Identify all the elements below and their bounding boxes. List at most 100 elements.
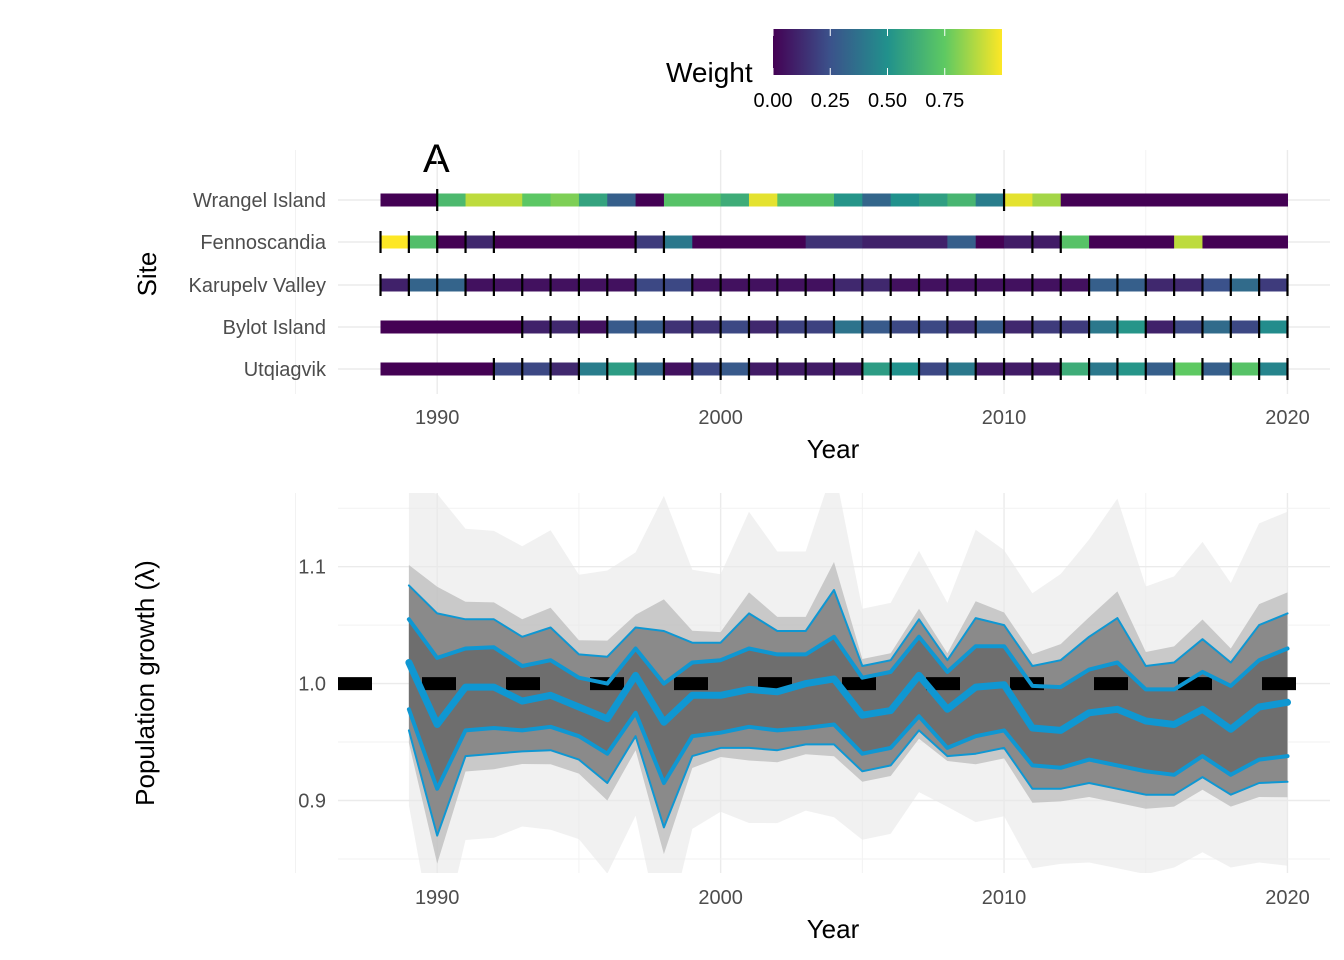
weight-segment	[1089, 362, 1118, 376]
weight-segment	[380, 320, 523, 334]
weight-row	[380, 316, 1289, 338]
series-upper-outer	[407, 584, 1289, 667]
weight-segment	[663, 362, 693, 376]
weight-segment	[975, 193, 1005, 207]
site-label: Wrangel Island	[193, 190, 326, 212]
weight-segment	[607, 362, 637, 376]
weight-segment	[947, 235, 977, 249]
weight-segment	[1117, 320, 1147, 334]
weight-segment	[578, 320, 608, 334]
series-lower-inner	[406, 707, 1290, 791]
site-label: Fennoscandia	[200, 232, 327, 254]
panel-a-grid	[294, 150, 1330, 394]
weight-segment	[947, 193, 977, 207]
weight-segment	[1145, 362, 1175, 376]
weight-segment	[550, 320, 580, 334]
weight-segment	[1032, 193, 1062, 207]
simulation-band	[408, 493, 1288, 873]
series-lower-outer	[407, 729, 1289, 837]
weight-segment	[692, 362, 722, 376]
weight-segment	[1089, 235, 1175, 249]
x-tick-label: 2010	[982, 407, 1027, 429]
weight-segment	[1230, 362, 1260, 376]
y-tick-label: 1.1	[298, 557, 326, 579]
weight-segment	[862, 320, 892, 334]
weight-segment	[919, 362, 948, 376]
legend-ticks: 0.00 0.25 0.50 0.75	[754, 29, 964, 112]
x-tick-label: 1990	[415, 887, 460, 909]
weight-segment	[834, 320, 863, 334]
y-tick-label: 1.0	[298, 674, 326, 696]
legend-tick-label: 0.00	[754, 90, 793, 112]
weight-segment	[1202, 235, 1288, 249]
weight-segment	[380, 235, 410, 249]
weight-segment	[635, 362, 665, 376]
panel-a-x-ticks: 1990 2000 2010 2020	[415, 407, 1310, 429]
weight-segment	[550, 362, 580, 376]
weight-segment	[1202, 320, 1232, 334]
weight-row	[379, 274, 1289, 296]
series-upper-inner	[406, 617, 1290, 692]
weight-segment	[1259, 278, 1288, 292]
weight-segment	[493, 235, 637, 249]
weight-segment	[1060, 193, 1288, 207]
y-tick-label: 0.9	[298, 791, 326, 813]
weight-segment	[890, 193, 920, 207]
weight-segment	[748, 320, 778, 334]
x-tick-label: 2010	[982, 887, 1027, 909]
weight-segment	[919, 193, 948, 207]
quantile-lines	[405, 584, 1291, 837]
weight-segment	[437, 193, 467, 207]
weight-row	[380, 358, 1289, 380]
site-label: Utqiagvik	[244, 359, 327, 381]
weight-segment	[1004, 193, 1033, 207]
weight-segment	[465, 193, 523, 207]
weight-segment	[663, 235, 693, 249]
weight-segment	[550, 193, 580, 207]
weight-segment	[834, 193, 863, 207]
x-tick-label: 2020	[1265, 407, 1310, 429]
weight-segment	[975, 320, 1005, 334]
weight-segment	[692, 278, 835, 292]
weight-segment	[522, 320, 552, 334]
site-label: Bylot Island	[223, 317, 326, 339]
weight-segment	[408, 235, 438, 249]
site-label: Karupelv Valley	[189, 275, 326, 297]
weight-segment	[975, 235, 1005, 249]
weight-segment	[380, 193, 438, 207]
legend-tick-label: 0.50	[868, 90, 907, 112]
weight-row	[380, 189, 1288, 211]
weight-segment	[1202, 278, 1232, 292]
panel-b-x-axis-title: Year	[807, 914, 860, 944]
weight-segment	[805, 235, 863, 249]
weight-segment	[862, 362, 892, 376]
weight-segment	[1060, 362, 1090, 376]
weight-segment	[1145, 320, 1175, 334]
weight-segment	[1117, 362, 1147, 376]
weight-segment	[1004, 320, 1033, 334]
weight-segment	[578, 193, 608, 207]
weight-segment	[890, 278, 1090, 292]
legend-title: Weight	[666, 57, 753, 88]
panel-a-x-axis-title: Year	[807, 434, 860, 464]
weight-legend: Weight 0.00 0.25 0.50 0.75	[666, 29, 1002, 112]
weight-segment	[635, 193, 665, 207]
weight-segment	[522, 193, 552, 207]
panel-b: 0.9 1.0 1.1 1990 2000 2010 2020 Year Populati…	[130, 493, 1330, 944]
weight-segment	[635, 235, 665, 249]
weight-segment	[1230, 320, 1260, 334]
legend-colorbar	[773, 29, 1002, 75]
legend-tick-label: 0.25	[811, 90, 850, 112]
weight-segment	[1259, 320, 1288, 334]
weight-segment	[692, 235, 807, 249]
weight-segment	[607, 193, 637, 207]
weight-segment	[947, 320, 977, 334]
site-labels: Wrangel Island Fennoscandia Karupelv Valle…	[189, 190, 327, 381]
weight-segment	[975, 362, 1062, 376]
x-tick-label: 2000	[698, 407, 743, 429]
weight-segment	[777, 193, 835, 207]
weight-segment	[862, 235, 948, 249]
x-tick-label: 1990	[415, 407, 460, 429]
